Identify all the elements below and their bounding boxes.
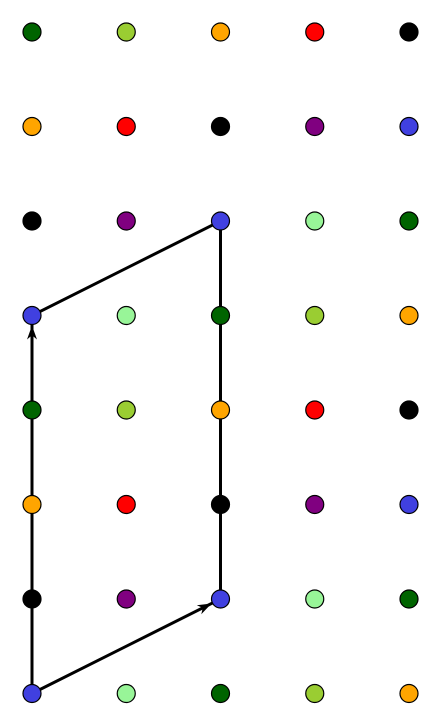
dot-black xyxy=(22,589,42,609)
dot-grid xyxy=(22,22,419,704)
dot-orange xyxy=(210,22,231,42)
dot-orange xyxy=(22,494,42,515)
dot-purple xyxy=(116,589,136,609)
dot-orange xyxy=(210,400,231,420)
dot-black xyxy=(399,400,419,420)
dot-yellow-green xyxy=(305,683,325,704)
dot-yellow-green xyxy=(305,305,325,326)
dot-orange xyxy=(399,305,419,326)
dot-blue xyxy=(22,683,42,704)
dot-light-green xyxy=(305,211,325,231)
dot-dark-green xyxy=(399,589,419,609)
dot-blue xyxy=(210,589,231,609)
dot-blue xyxy=(22,305,42,326)
dot-red xyxy=(305,22,325,42)
dot-red xyxy=(116,494,136,515)
dot-black xyxy=(210,494,231,515)
dot-blue xyxy=(399,494,419,515)
arrowhead-icon xyxy=(196,603,212,615)
dot-dark-green xyxy=(399,211,419,231)
dot-red xyxy=(116,116,136,137)
dot-yellow-green xyxy=(116,22,136,42)
dot-light-green xyxy=(116,305,136,326)
dot-black xyxy=(210,116,231,137)
dot-blue xyxy=(210,211,231,231)
dot-dark-green xyxy=(22,400,42,420)
dot-purple xyxy=(305,116,325,137)
dot-red xyxy=(305,400,325,420)
dot-orange xyxy=(22,116,42,137)
path-line xyxy=(30,218,222,695)
dot-purple xyxy=(116,211,136,231)
dot-orange xyxy=(399,683,419,704)
dot-light-green xyxy=(116,683,136,704)
dot-dark-green xyxy=(210,683,231,704)
dot-yellow-green xyxy=(116,400,136,420)
dot-dark-green xyxy=(210,305,231,326)
dot-blue xyxy=(399,116,419,137)
dot-purple xyxy=(305,494,325,515)
path-layer xyxy=(27,218,222,695)
dot-black xyxy=(22,211,42,231)
dot-light-green xyxy=(305,589,325,609)
arrowhead-icon xyxy=(27,325,37,340)
dot-black xyxy=(399,22,419,42)
dot-dark-green xyxy=(22,22,42,42)
